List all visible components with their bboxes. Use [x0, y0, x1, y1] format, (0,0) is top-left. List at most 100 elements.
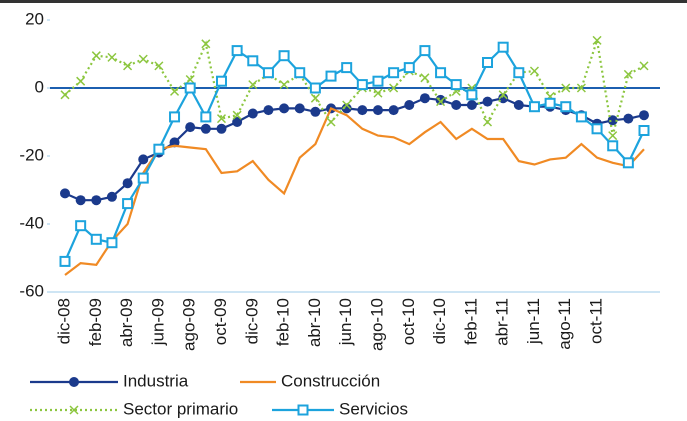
- point: [450, 79, 462, 91]
- point: [184, 82, 196, 94]
- x-tick-label: abr-11: [493, 298, 512, 346]
- series-line: [64, 40, 645, 136]
- y-tick-label: -20: [19, 145, 44, 164]
- point: [607, 140, 619, 152]
- point: [436, 97, 446, 107]
- series-line: [64, 97, 645, 202]
- point: [372, 105, 383, 116]
- point: [325, 70, 337, 82]
- x-tick-label: dic-10: [430, 298, 449, 344]
- legend-label: Servicios: [339, 399, 408, 418]
- point: [482, 96, 493, 107]
- x-tick-label: oct-09: [211, 298, 230, 345]
- point: [622, 157, 634, 169]
- point: [623, 69, 633, 79]
- point: [591, 123, 603, 135]
- point: [419, 93, 430, 104]
- point: [498, 90, 508, 100]
- legend-marker: [69, 405, 79, 415]
- point: [138, 154, 149, 165]
- x-tick-label: feb-11: [461, 298, 480, 345]
- point: [592, 35, 602, 45]
- point: [216, 123, 227, 134]
- point: [200, 123, 211, 134]
- legend-marker: [69, 377, 79, 387]
- point: [482, 57, 494, 68]
- point: [231, 45, 243, 57]
- x-tick-label: oct-10: [399, 298, 418, 345]
- y-tick-label: -40: [19, 213, 44, 232]
- x-tick-label: feb-09: [86, 298, 105, 346]
- point: [90, 233, 102, 245]
- point: [122, 178, 133, 189]
- legend-marker: [297, 404, 309, 416]
- point: [91, 195, 102, 206]
- y-tick-label: -60: [19, 281, 44, 300]
- point: [419, 45, 431, 57]
- point: [278, 50, 290, 62]
- legend-label: Industria: [123, 371, 189, 390]
- point: [106, 237, 118, 249]
- point: [279, 103, 290, 114]
- point: [91, 51, 101, 61]
- point: [123, 61, 133, 71]
- point: [497, 41, 509, 53]
- point: [232, 117, 243, 127]
- point: [576, 83, 586, 93]
- point: [59, 255, 71, 267]
- point: [356, 79, 368, 91]
- point: [138, 54, 148, 64]
- point: [420, 73, 430, 83]
- point: [75, 195, 86, 206]
- point: [169, 137, 180, 148]
- x-tick-label: ago-09: [180, 298, 199, 351]
- point: [294, 103, 305, 114]
- point: [451, 100, 462, 110]
- point: [76, 76, 86, 86]
- point: [373, 88, 383, 98]
- point: [639, 110, 649, 121]
- point: [216, 114, 227, 124]
- point: [529, 66, 539, 76]
- x-tick-label: dic-08: [54, 298, 73, 344]
- point: [388, 67, 400, 79]
- point: [122, 198, 134, 210]
- legend-label: Construcción: [281, 371, 380, 390]
- point: [388, 105, 399, 116]
- point: [310, 106, 321, 117]
- point: [60, 188, 70, 199]
- x-tick-label: feb-10: [274, 298, 293, 346]
- x-tick-label: dic-09: [242, 298, 261, 344]
- point: [247, 108, 258, 119]
- point: [341, 103, 352, 114]
- x-tick-label: jun-09: [148, 298, 167, 346]
- point: [561, 83, 571, 93]
- x-tick-label: jun-11: [524, 298, 543, 345]
- point: [435, 67, 447, 79]
- y-tick-label: 0: [35, 77, 44, 96]
- point: [232, 110, 242, 120]
- point: [575, 111, 587, 123]
- point: [201, 39, 211, 49]
- point: [528, 101, 540, 113]
- point: [170, 86, 180, 96]
- point: [466, 100, 477, 110]
- series-line: [64, 106, 645, 276]
- point: [372, 75, 384, 87]
- x-tick-label: jun-10: [336, 298, 355, 346]
- point: [294, 67, 306, 79]
- point: [466, 89, 478, 101]
- point: [107, 52, 117, 62]
- point: [404, 100, 415, 110]
- point: [263, 105, 274, 116]
- point: [247, 55, 259, 67]
- point: [309, 82, 321, 94]
- point: [513, 100, 524, 110]
- point: [248, 80, 258, 90]
- x-tick-label: ago-10: [367, 298, 386, 351]
- point: [169, 111, 181, 123]
- point: [341, 62, 353, 74]
- header-rule: [0, 0, 687, 3]
- point: [154, 61, 164, 71]
